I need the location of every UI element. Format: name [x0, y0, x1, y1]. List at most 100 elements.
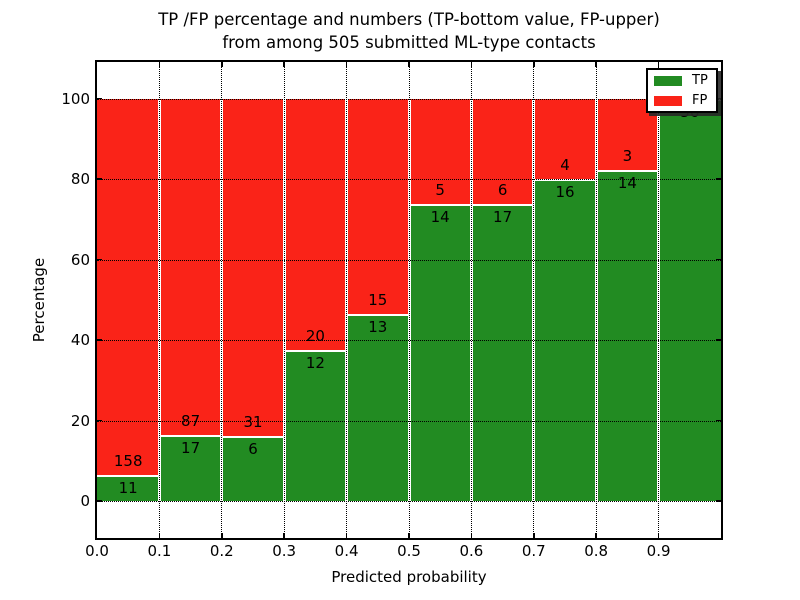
gridline-vertical [157, 62, 161, 538]
bar-segment-fp [409, 98, 472, 205]
tick-mark [345, 533, 348, 538]
gridline-vertical [282, 62, 286, 538]
tick-mark [716, 97, 721, 100]
legend-patch-fp [654, 96, 682, 106]
tick-mark [657, 62, 660, 67]
bar-label-fp: 6 [497, 180, 508, 199]
chart-title-line-2: from among 505 submitted ML-type contact… [222, 33, 596, 52]
tick-mark [716, 500, 721, 502]
x-tick-label: 0.5 [397, 542, 421, 560]
gridline-dots [346, 62, 348, 538]
tick-mark [533, 62, 535, 67]
gridline-dots [658, 62, 660, 538]
tick-mark [345, 62, 348, 67]
bar-segment-tp [221, 435, 285, 501]
y-tick-label: 0 [80, 492, 90, 510]
gridline-dots [283, 62, 285, 538]
legend-label: FP [692, 93, 708, 108]
chart-title-line-1: TP /FP percentage and numbers (TP-bottom… [158, 10, 660, 29]
gridline-vertical [220, 62, 224, 538]
gridline-vertical [532, 62, 536, 538]
x-tick-label: 0.4 [334, 542, 359, 560]
tick-mark [97, 339, 102, 341]
legend-patch-tp [654, 76, 682, 86]
gridline-dots [408, 62, 410, 538]
legend: TP FP [646, 68, 718, 113]
bar-label-tp: 14 [430, 208, 450, 227]
gridline-vertical [407, 62, 411, 538]
tick-mark [716, 419, 721, 422]
bar-segment-fp [471, 98, 534, 204]
legend-row: TP [648, 72, 716, 92]
bar-label-fp: 87 [181, 412, 201, 431]
bar-label-fp: 4 [560, 156, 570, 174]
tick-mark [221, 533, 223, 538]
bar-label-tp: 11 [118, 478, 138, 497]
gridline-horizontal [97, 98, 721, 100]
bar-label-tp: 13 [368, 318, 388, 337]
bar-segment-tp [97, 474, 160, 501]
bar-segment-tp [409, 204, 472, 501]
bar-segment-fp [533, 98, 597, 179]
tick-mark [97, 178, 102, 180]
bar-segment-tp [284, 350, 347, 501]
bar-label-tp: 17 [181, 439, 201, 458]
gridline-vertical [594, 62, 598, 538]
tick-mark [470, 533, 473, 538]
bar-label-tp: 17 [493, 207, 513, 226]
y-tick-label: 20 [70, 411, 90, 430]
tick-mark [595, 533, 597, 538]
bar-segment-tp [471, 203, 534, 501]
gridline-dots [470, 62, 472, 538]
tick-mark [97, 97, 102, 100]
gridline-horizontal [97, 420, 721, 422]
tick-mark [283, 62, 285, 67]
chart-title: TP /FP percentage and numbers (TP-bottom… [49, 8, 769, 54]
bar-segment-fp [159, 98, 222, 436]
gridline-horizontal [97, 179, 721, 180]
bar-label-fp: 15 [368, 291, 388, 310]
bar-label-tp: 16 [555, 183, 575, 201]
bar-segment-fp [284, 98, 347, 351]
x-tick-label: 0.8 [584, 542, 609, 560]
tick-mark [97, 419, 102, 422]
bar-segment-tp [658, 98, 721, 501]
legend-label: TP [692, 73, 708, 88]
gridline-vertical [469, 62, 473, 538]
gridline-vertical [657, 62, 661, 538]
tick-mark [97, 500, 102, 502]
legend-row: FP [648, 92, 716, 112]
gridline-dots [158, 62, 160, 538]
y-axis-title: Percentage [30, 257, 48, 343]
tick-mark [716, 258, 721, 261]
x-tick-label: 0.3 [272, 542, 297, 560]
bar-segment-tp [346, 314, 409, 501]
tick-mark [657, 533, 660, 538]
tick-mark [408, 62, 410, 67]
tick-mark [158, 62, 161, 67]
gridline-vertical [345, 62, 349, 538]
bar-label-fp: 31 [243, 412, 263, 431]
tick-mark [716, 339, 721, 341]
gridline-dots [533, 62, 535, 538]
y-tick-label: 60 [70, 250, 90, 269]
tick-mark [158, 533, 161, 538]
tick-mark [97, 258, 102, 261]
x-tick-label: 0.2 [209, 542, 234, 560]
bar-segment-tp [596, 169, 659, 501]
bar-label-fp: 158 [113, 451, 143, 470]
y-tick-label: 40 [70, 331, 90, 349]
bar-label-fp: 5 [435, 181, 445, 200]
y-tick-label: 80 [70, 170, 90, 188]
x-tick-label: 0.7 [521, 542, 546, 560]
x-tick-label: 0.9 [646, 542, 671, 560]
bar-segment-fp [221, 98, 285, 436]
tick-mark [221, 62, 223, 67]
tick-mark [408, 533, 410, 538]
gridline-dots [595, 62, 597, 538]
bar-segment-tp [159, 435, 222, 501]
x-axis-title: Predicted probability [331, 568, 487, 586]
